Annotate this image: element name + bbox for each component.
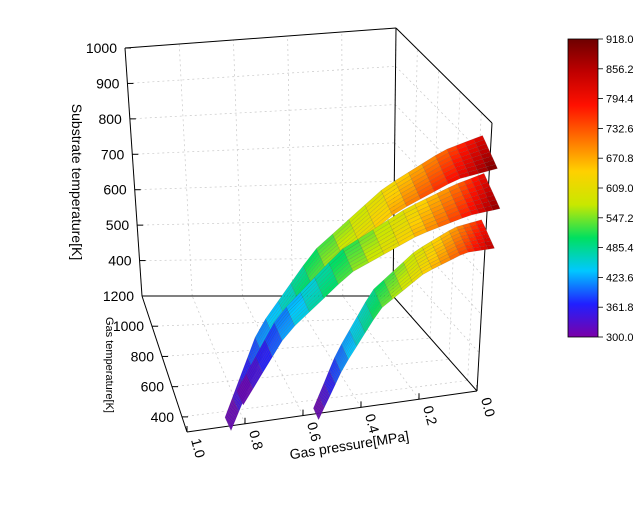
y-tick-label: 1200 bbox=[103, 288, 134, 304]
grid-line bbox=[134, 180, 395, 191]
box-edge bbox=[124, 27, 397, 49]
grid-line bbox=[292, 295, 362, 408]
z-axis-title: Substrate temperature[K] bbox=[69, 104, 85, 260]
y-axis-title: Gas temperature[K] bbox=[103, 317, 115, 413]
colorbar-tick-label: 361.8 bbox=[606, 302, 634, 314]
z-tick-label: 800 bbox=[98, 111, 122, 127]
surface-series-3 bbox=[313, 219, 495, 421]
grid-line bbox=[171, 358, 450, 388]
grid-line bbox=[129, 104, 396, 120]
grid-line bbox=[448, 91, 461, 360]
y-tick-label: 400 bbox=[151, 409, 175, 425]
x-tick-label: 1.0 bbox=[188, 437, 209, 460]
colorbar-tick-label: 794.4 bbox=[606, 94, 634, 106]
grid-line bbox=[191, 295, 246, 424]
y-tick-label: 600 bbox=[141, 379, 165, 395]
grid-line bbox=[287, 35, 293, 297]
chart-frame bbox=[124, 27, 493, 433]
grid-line bbox=[127, 65, 396, 84]
colorbar-tick-label: 918.0 bbox=[606, 34, 634, 46]
z-tick-label: 1000 bbox=[86, 40, 117, 56]
colorbar-tick-label: 485.4 bbox=[606, 243, 634, 255]
grid-line bbox=[342, 295, 420, 400]
z-tick-label: 500 bbox=[106, 217, 130, 233]
surface-layer bbox=[224, 135, 501, 432]
colorbar-ticks: 918.0 856.2 794.4 732.6 670.8 609.0 547.2 485.4… bbox=[598, 34, 634, 344]
tick-layer: 400 500 600 700 800 900 1000 400 600 800 1000 1200 0… bbox=[86, 40, 499, 460]
colorbar-tick-label: 423.6 bbox=[606, 272, 634, 284]
z-tick-label: 700 bbox=[101, 146, 125, 162]
grid-line bbox=[178, 43, 193, 297]
surface-patch bbox=[486, 244, 495, 250]
x-tick-label: 0.2 bbox=[420, 404, 441, 427]
z-tick-label: 600 bbox=[103, 182, 127, 198]
colorbar-tick-label: 732.6 bbox=[606, 123, 634, 135]
colorbar: 918.0 856.2 794.4 732.6 670.8 609.0 547.2 485.4… bbox=[567, 34, 634, 344]
x-tick-label: 0.6 bbox=[304, 420, 325, 443]
surface-patch bbox=[486, 164, 498, 172]
colorbar-tick-label: 856.2 bbox=[606, 64, 634, 76]
x-tick-label: 0.4 bbox=[362, 412, 383, 435]
box-edge bbox=[186, 390, 478, 433]
surface-series-1 bbox=[224, 135, 498, 432]
surface-series-2 bbox=[236, 173, 501, 406]
grid-line bbox=[233, 39, 243, 297]
grid-line bbox=[132, 142, 395, 155]
box-edge bbox=[395, 27, 493, 124]
surface-patch bbox=[490, 203, 501, 211]
x-tick-label: 0.0 bbox=[478, 396, 499, 419]
colorbar-tick-label: 670.8 bbox=[606, 153, 634, 165]
colorbar-tick-label: 609.0 bbox=[606, 183, 634, 195]
z-tick-label: 900 bbox=[96, 75, 120, 91]
grid-line bbox=[341, 31, 344, 297]
colorbar-fill bbox=[567, 38, 599, 338]
box-edge bbox=[141, 295, 188, 433]
z-tick-label: 400 bbox=[108, 253, 132, 269]
x-tick-label: 0.8 bbox=[246, 428, 267, 451]
colorbar-tick-label: 300.0 bbox=[606, 332, 634, 344]
box-edge bbox=[392, 27, 397, 297]
y-tick-label: 800 bbox=[131, 348, 155, 364]
box-edge bbox=[124, 47, 143, 297]
grid-line bbox=[161, 337, 431, 357]
colorbar-tick-label: 547.2 bbox=[606, 213, 634, 225]
y-tick-label: 1000 bbox=[113, 318, 144, 334]
grid-line bbox=[242, 295, 304, 416]
grid-line bbox=[394, 142, 486, 239]
box-edge bbox=[392, 295, 478, 392]
